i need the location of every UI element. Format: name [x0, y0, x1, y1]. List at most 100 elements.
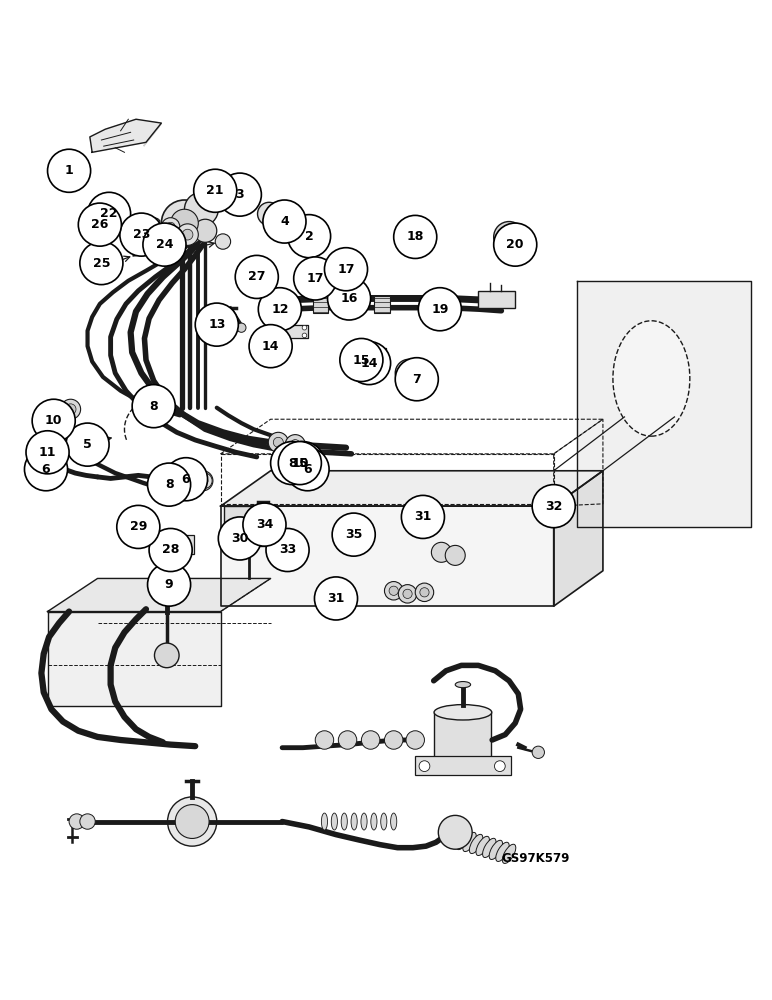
Circle shape	[493, 223, 537, 266]
Text: 17: 17	[337, 263, 355, 276]
Ellipse shape	[489, 840, 503, 859]
Circle shape	[302, 325, 306, 330]
Circle shape	[415, 583, 434, 602]
Circle shape	[150, 400, 157, 408]
Circle shape	[25, 448, 67, 491]
Ellipse shape	[341, 813, 347, 830]
Text: 6: 6	[303, 463, 312, 476]
Circle shape	[235, 255, 279, 298]
Text: 31: 31	[415, 510, 432, 523]
Text: 35: 35	[345, 528, 362, 541]
Circle shape	[273, 437, 283, 447]
Circle shape	[281, 442, 324, 485]
Ellipse shape	[613, 321, 690, 436]
Circle shape	[406, 731, 425, 749]
Circle shape	[52, 412, 63, 423]
Ellipse shape	[496, 842, 510, 861]
Circle shape	[146, 396, 161, 412]
Circle shape	[147, 463, 191, 506]
Circle shape	[166, 222, 175, 232]
Circle shape	[120, 213, 163, 256]
Circle shape	[338, 731, 357, 749]
Circle shape	[302, 333, 306, 338]
Circle shape	[494, 761, 505, 772]
Circle shape	[290, 440, 300, 450]
Circle shape	[258, 202, 280, 225]
Circle shape	[161, 218, 180, 236]
Circle shape	[259, 522, 268, 532]
Polygon shape	[554, 471, 603, 606]
Circle shape	[66, 423, 109, 466]
Text: 17: 17	[306, 272, 324, 285]
Circle shape	[384, 731, 403, 749]
Text: 21: 21	[206, 184, 224, 197]
FancyBboxPatch shape	[415, 756, 511, 775]
Circle shape	[147, 563, 191, 606]
Ellipse shape	[381, 813, 387, 830]
Circle shape	[266, 528, 309, 572]
Circle shape	[43, 463, 56, 475]
Text: 27: 27	[248, 270, 266, 283]
Polygon shape	[72, 442, 84, 454]
Polygon shape	[48, 612, 221, 706]
Circle shape	[432, 542, 452, 562]
Circle shape	[182, 229, 193, 240]
Text: 15: 15	[353, 354, 370, 367]
Text: 10: 10	[291, 457, 309, 470]
Circle shape	[271, 442, 313, 485]
Circle shape	[143, 223, 186, 266]
Circle shape	[194, 169, 237, 212]
Circle shape	[324, 248, 367, 291]
Circle shape	[278, 325, 282, 330]
Circle shape	[237, 323, 246, 332]
Circle shape	[285, 435, 305, 455]
FancyBboxPatch shape	[479, 291, 515, 308]
Circle shape	[532, 746, 544, 758]
Circle shape	[149, 528, 192, 572]
Circle shape	[389, 586, 398, 595]
Ellipse shape	[391, 813, 397, 830]
Circle shape	[251, 258, 273, 280]
Text: 14: 14	[262, 340, 279, 353]
Circle shape	[154, 643, 179, 668]
Text: 3: 3	[235, 188, 244, 201]
Polygon shape	[90, 119, 161, 152]
Text: 16: 16	[340, 292, 357, 305]
Circle shape	[32, 399, 75, 442]
Text: 14: 14	[361, 357, 378, 370]
Circle shape	[177, 224, 198, 245]
Ellipse shape	[476, 836, 489, 856]
Circle shape	[286, 448, 329, 491]
Circle shape	[419, 761, 430, 772]
Text: 5: 5	[83, 438, 92, 451]
Ellipse shape	[434, 705, 492, 720]
Circle shape	[87, 192, 130, 235]
Circle shape	[344, 525, 354, 534]
Text: 12: 12	[271, 303, 289, 316]
Circle shape	[69, 814, 84, 829]
Circle shape	[164, 458, 208, 501]
Circle shape	[160, 541, 166, 547]
Ellipse shape	[469, 834, 482, 854]
Text: 26: 26	[91, 218, 109, 231]
Polygon shape	[144, 123, 161, 146]
Polygon shape	[221, 471, 603, 506]
Polygon shape	[221, 506, 554, 606]
Circle shape	[275, 535, 297, 558]
Circle shape	[395, 359, 423, 387]
Ellipse shape	[456, 830, 469, 850]
FancyBboxPatch shape	[225, 506, 275, 546]
Circle shape	[61, 399, 80, 419]
Circle shape	[175, 805, 209, 838]
Circle shape	[347, 342, 391, 385]
FancyBboxPatch shape	[313, 296, 328, 313]
Circle shape	[401, 365, 417, 381]
Ellipse shape	[331, 813, 337, 830]
Circle shape	[273, 308, 281, 317]
Circle shape	[340, 520, 358, 538]
Circle shape	[384, 582, 403, 600]
Text: 33: 33	[279, 543, 296, 556]
Circle shape	[132, 385, 175, 428]
Circle shape	[120, 514, 141, 535]
Circle shape	[218, 517, 262, 560]
